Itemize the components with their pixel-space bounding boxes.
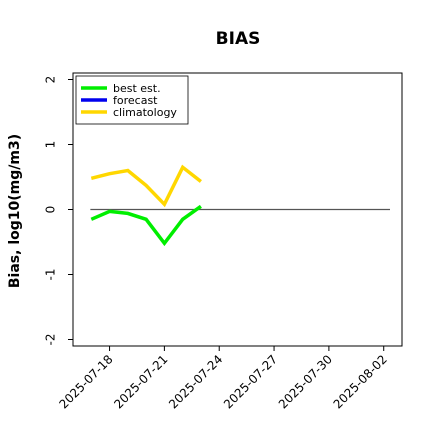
x-tick-label: 2025-07-21: [111, 352, 170, 411]
x-tick-label: 2025-07-24: [166, 352, 225, 411]
x-tick-layer: 2025-07-182025-07-212025-07-242025-07-27…: [56, 346, 390, 411]
y-tick-label: 2: [44, 76, 58, 84]
series-line-3: [90, 164, 202, 208]
x-tick-label: 2025-08-02: [331, 352, 390, 411]
chart-title: BIAS: [216, 29, 261, 49]
y-tick-label: -1: [44, 269, 58, 281]
x-tick-label: 2025-07-27: [221, 352, 280, 411]
x-tick-label: 2025-07-30: [276, 352, 335, 411]
series-layer: [90, 164, 202, 247]
series-line-1: [90, 204, 202, 247]
y-tick-label: 0: [44, 206, 58, 214]
legend-label-2: forecast: [113, 94, 158, 107]
y-tick-label: -2: [44, 334, 58, 346]
y-axis-label: Bias, log10(mg/m3): [7, 134, 23, 288]
y-tick-layer: 2 1 0 -1 -2: [44, 76, 73, 346]
x-tick-label: 2025-07-18: [56, 352, 115, 411]
legend-label-3: climatology: [113, 106, 177, 119]
y-tick-label: 1: [44, 141, 58, 149]
legend-label-1: best est.: [113, 82, 161, 95]
